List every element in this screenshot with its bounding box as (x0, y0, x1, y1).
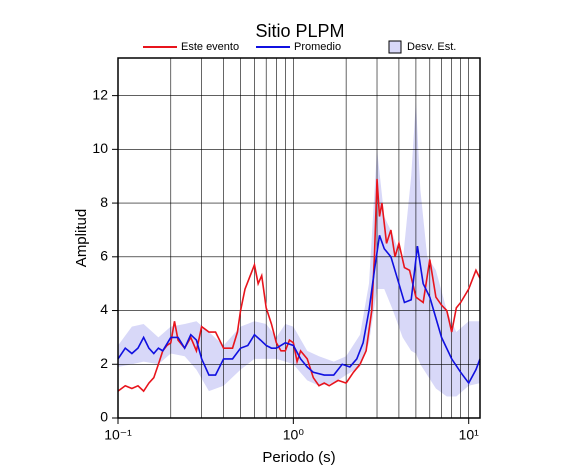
plot-area: 10⁻¹ 10⁰ 10¹ 0 2 4 6 8 10 12 (92, 57, 481, 443)
chart-title: Sitio PLPM (255, 21, 344, 41)
y-tick-label: 0 (100, 409, 108, 425)
legend-swatch (388, 40, 402, 54)
legend: Este evento Promedio Desv. Est. (143, 40, 456, 54)
y-tick-label: 8 (100, 194, 108, 210)
x-tick-label: 10¹ (459, 427, 480, 443)
y-tick-label: 10 (92, 140, 108, 156)
plot-frame (117, 57, 481, 419)
y-tick-label: 2 (100, 355, 108, 371)
x-tick-label: 10⁰ (283, 427, 305, 443)
y-tick-label: 6 (100, 248, 108, 264)
legend-label: Promedio (294, 41, 341, 53)
y-tick-label: 12 (92, 86, 108, 102)
std-band (118, 100, 480, 397)
x-axis-label: Periodo (s) (262, 449, 335, 466)
data-line (117, 235, 481, 385)
legend-label: Desv. Est. (407, 41, 456, 53)
x-tick-label: 10⁻¹ (104, 427, 132, 443)
legend-label: Este evento (181, 41, 239, 53)
y-axis-label: Amplitud (73, 209, 90, 267)
y-tick-label: 4 (100, 301, 108, 317)
